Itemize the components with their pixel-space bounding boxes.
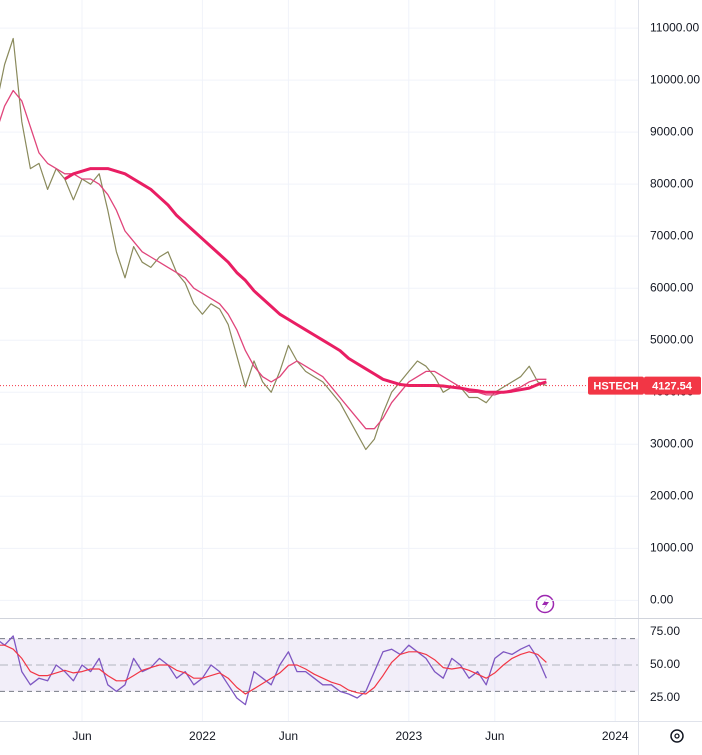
y-tick-label: 1000.00 (650, 541, 694, 555)
y-tick-label: 9000.00 (650, 124, 694, 138)
x-tick-label: Jun (72, 729, 91, 743)
x-tick-label: 2023 (395, 729, 422, 743)
y-tick-label: 11000.00 (650, 20, 699, 34)
y-tick-label: 25.00 (650, 690, 680, 704)
icon-ring (535, 594, 555, 614)
settings-icon[interactable] (670, 729, 684, 743)
y-tick-label: 7000.00 (650, 228, 694, 242)
y-tick-label: 0.00 (650, 593, 674, 607)
lightning-icon[interactable] (535, 594, 555, 614)
icon-bolt (542, 598, 549, 610)
y-tick-label: 6000.00 (650, 280, 694, 294)
y-tick-label: 2000.00 (650, 488, 694, 502)
y-tick-label: 50.00 (650, 657, 680, 671)
symbol-tag (588, 376, 644, 395)
y-tick-label: 3000.00 (650, 436, 694, 450)
x-tick-label: 2022 (189, 729, 216, 743)
y-tick-label: 75.00 (650, 624, 680, 638)
x-tick-label: Jun (485, 729, 504, 743)
gear-ring (670, 729, 684, 743)
x-tick-label: 2024 (602, 729, 629, 743)
series-line (64, 167, 547, 394)
last-price-label: 4127.54 (652, 381, 693, 393)
x-tick-label: Jun (279, 729, 298, 743)
series-line (0, 89, 547, 430)
symbol-label: HSTECH (593, 381, 638, 393)
gear-hub (674, 733, 680, 739)
y-tick-label: 10000.00 (650, 72, 700, 86)
y-tick-label: 5000.00 (650, 332, 694, 346)
series-line (0, 644, 547, 695)
y-tick-label: 8000.00 (650, 176, 694, 190)
price-tag (644, 376, 701, 395)
